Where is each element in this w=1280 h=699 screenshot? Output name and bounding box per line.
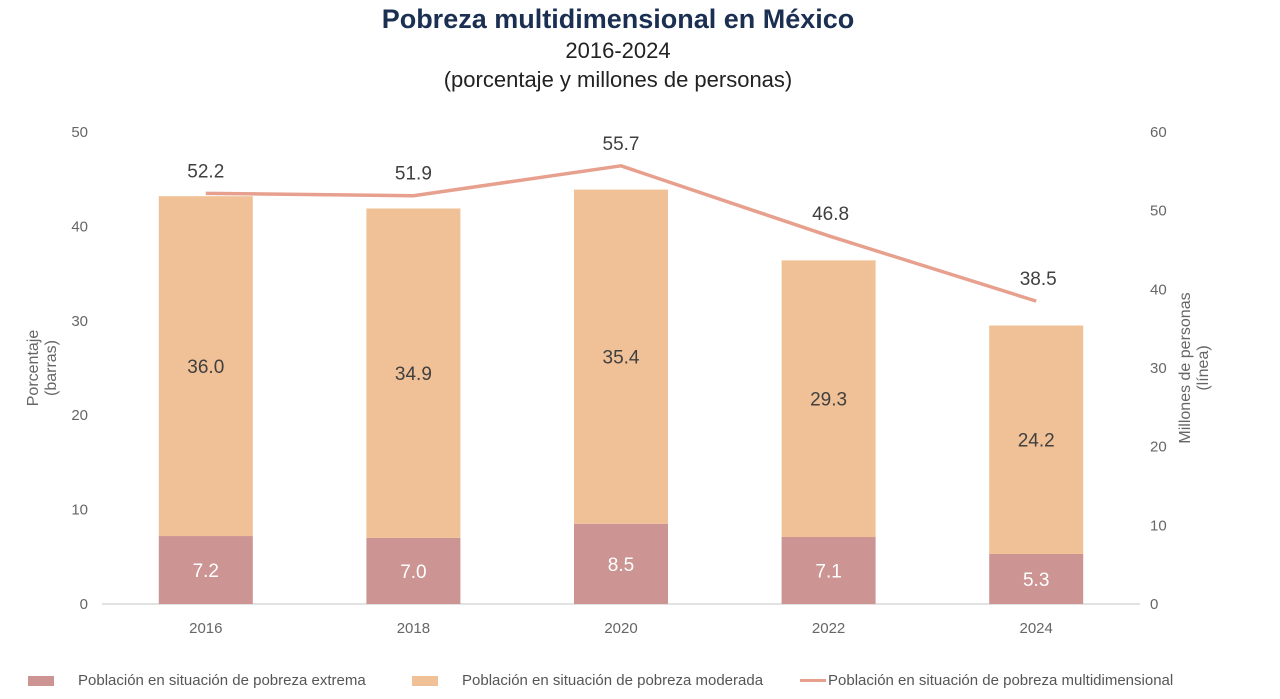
data-label-extrema: 7.1 <box>815 561 841 582</box>
x-tick-label: 2018 <box>397 620 430 637</box>
data-label-extrema: 5.3 <box>1023 570 1049 591</box>
y-left-tick-label: 20 <box>71 407 88 424</box>
data-label-moderada: 36.0 <box>187 357 224 378</box>
data-label-multidimensional: 38.5 <box>1020 269 1057 290</box>
legend-swatch-multidimensional <box>800 679 826 682</box>
bar-moderada <box>781 260 876 537</box>
x-tick-label: 2024 <box>1020 620 1053 637</box>
y-left-tick-label: 0 <box>80 596 88 613</box>
legend-item-extrema[interactable]: Población en situación de pobreza extrem… <box>28 672 366 689</box>
y-right-tick-label: 20 <box>1150 439 1167 456</box>
bar-extrema <box>158 536 253 604</box>
data-label-multidimensional: 52.2 <box>187 161 224 182</box>
legend-label-extrema: Población en situación de pobreza extrem… <box>78 672 366 689</box>
bar-moderada <box>989 325 1084 554</box>
bar-extrema <box>989 553 1084 604</box>
bar-moderada <box>366 208 461 538</box>
bars <box>158 189 1084 604</box>
y-left-tick-label: 50 <box>71 124 88 141</box>
legend-swatch-extrema <box>28 675 54 686</box>
legend-label-moderada: Población en situación de pobreza modera… <box>462 672 764 689</box>
y-left-tick-label: 40 <box>71 218 88 235</box>
y-right-tick-label: 60 <box>1150 124 1167 141</box>
y-left-tick-label: 10 <box>71 502 88 519</box>
legend-label-multidimensional: Población en situación de pobreza multid… <box>828 672 1174 689</box>
y-left-tick-label: 30 <box>71 313 88 330</box>
y-left-axis-label: Porcentaje <box>25 330 42 407</box>
axes: 0 10 20 30 40 50 0 10 20 30 40 50 60 2016 2018 2020 2022… <box>71 124 1166 637</box>
bar-extrema <box>781 536 876 604</box>
y-right-tick-label: 10 <box>1150 517 1167 534</box>
y-right-axis-label: Millones de personas <box>1177 292 1194 443</box>
data-label-moderada: 29.3 <box>810 390 847 411</box>
legend-swatch-moderada <box>412 675 438 686</box>
legend-item-moderada[interactable]: Población en situación de pobreza modera… <box>412 672 763 689</box>
y-right-tick-label: 50 <box>1150 203 1167 220</box>
y-right-axis-label-sub: (línea) <box>1195 345 1212 390</box>
x-tick-label: 2022 <box>812 620 845 637</box>
x-tick-label: 2020 <box>604 620 637 637</box>
data-label-extrema: 7.0 <box>400 562 426 583</box>
data-label-moderada: 35.4 <box>603 348 640 369</box>
y-right-tick-label: 0 <box>1150 596 1158 613</box>
data-label-moderada: 24.2 <box>1018 431 1055 452</box>
y-left-axis-label-sub: (barras) <box>43 340 60 396</box>
data-label-moderada: 34.9 <box>395 364 432 385</box>
bar-extrema <box>366 537 461 604</box>
data-label-extrema: 7.2 <box>193 561 219 582</box>
y-right-tick-label: 40 <box>1150 281 1167 298</box>
data-label-multidimensional: 46.8 <box>812 204 849 225</box>
chart-subtitle: 2016-2024 <box>565 38 671 63</box>
data-label-extrema: 8.5 <box>608 555 634 576</box>
line-multidimensional <box>205 164 1037 303</box>
legend-item-multidimensional[interactable]: Población en situación de pobreza multid… <box>800 672 1173 689</box>
chart-title: Pobreza multidimensional en México <box>381 4 855 34</box>
x-tick-label: 2016 <box>189 620 222 637</box>
data-labels: 7.2 36.0 7.0 34.9 8.5 35.4 7.1 29.3 5.3 24.2 52.2 5… <box>187 134 1056 591</box>
bar-extrema <box>574 523 668 604</box>
legend: Población en situación de pobreza extrem… <box>0 672 1280 692</box>
bar-moderada <box>158 196 253 537</box>
chart-subtitle-units: (porcentaje y millones de personas) <box>443 67 793 92</box>
line-series <box>205 164 1037 303</box>
bar-moderada <box>574 189 668 524</box>
data-label-multidimensional: 55.7 <box>603 134 640 155</box>
data-label-multidimensional: 51.9 <box>395 164 432 185</box>
y-right-tick-label: 30 <box>1150 360 1167 377</box>
